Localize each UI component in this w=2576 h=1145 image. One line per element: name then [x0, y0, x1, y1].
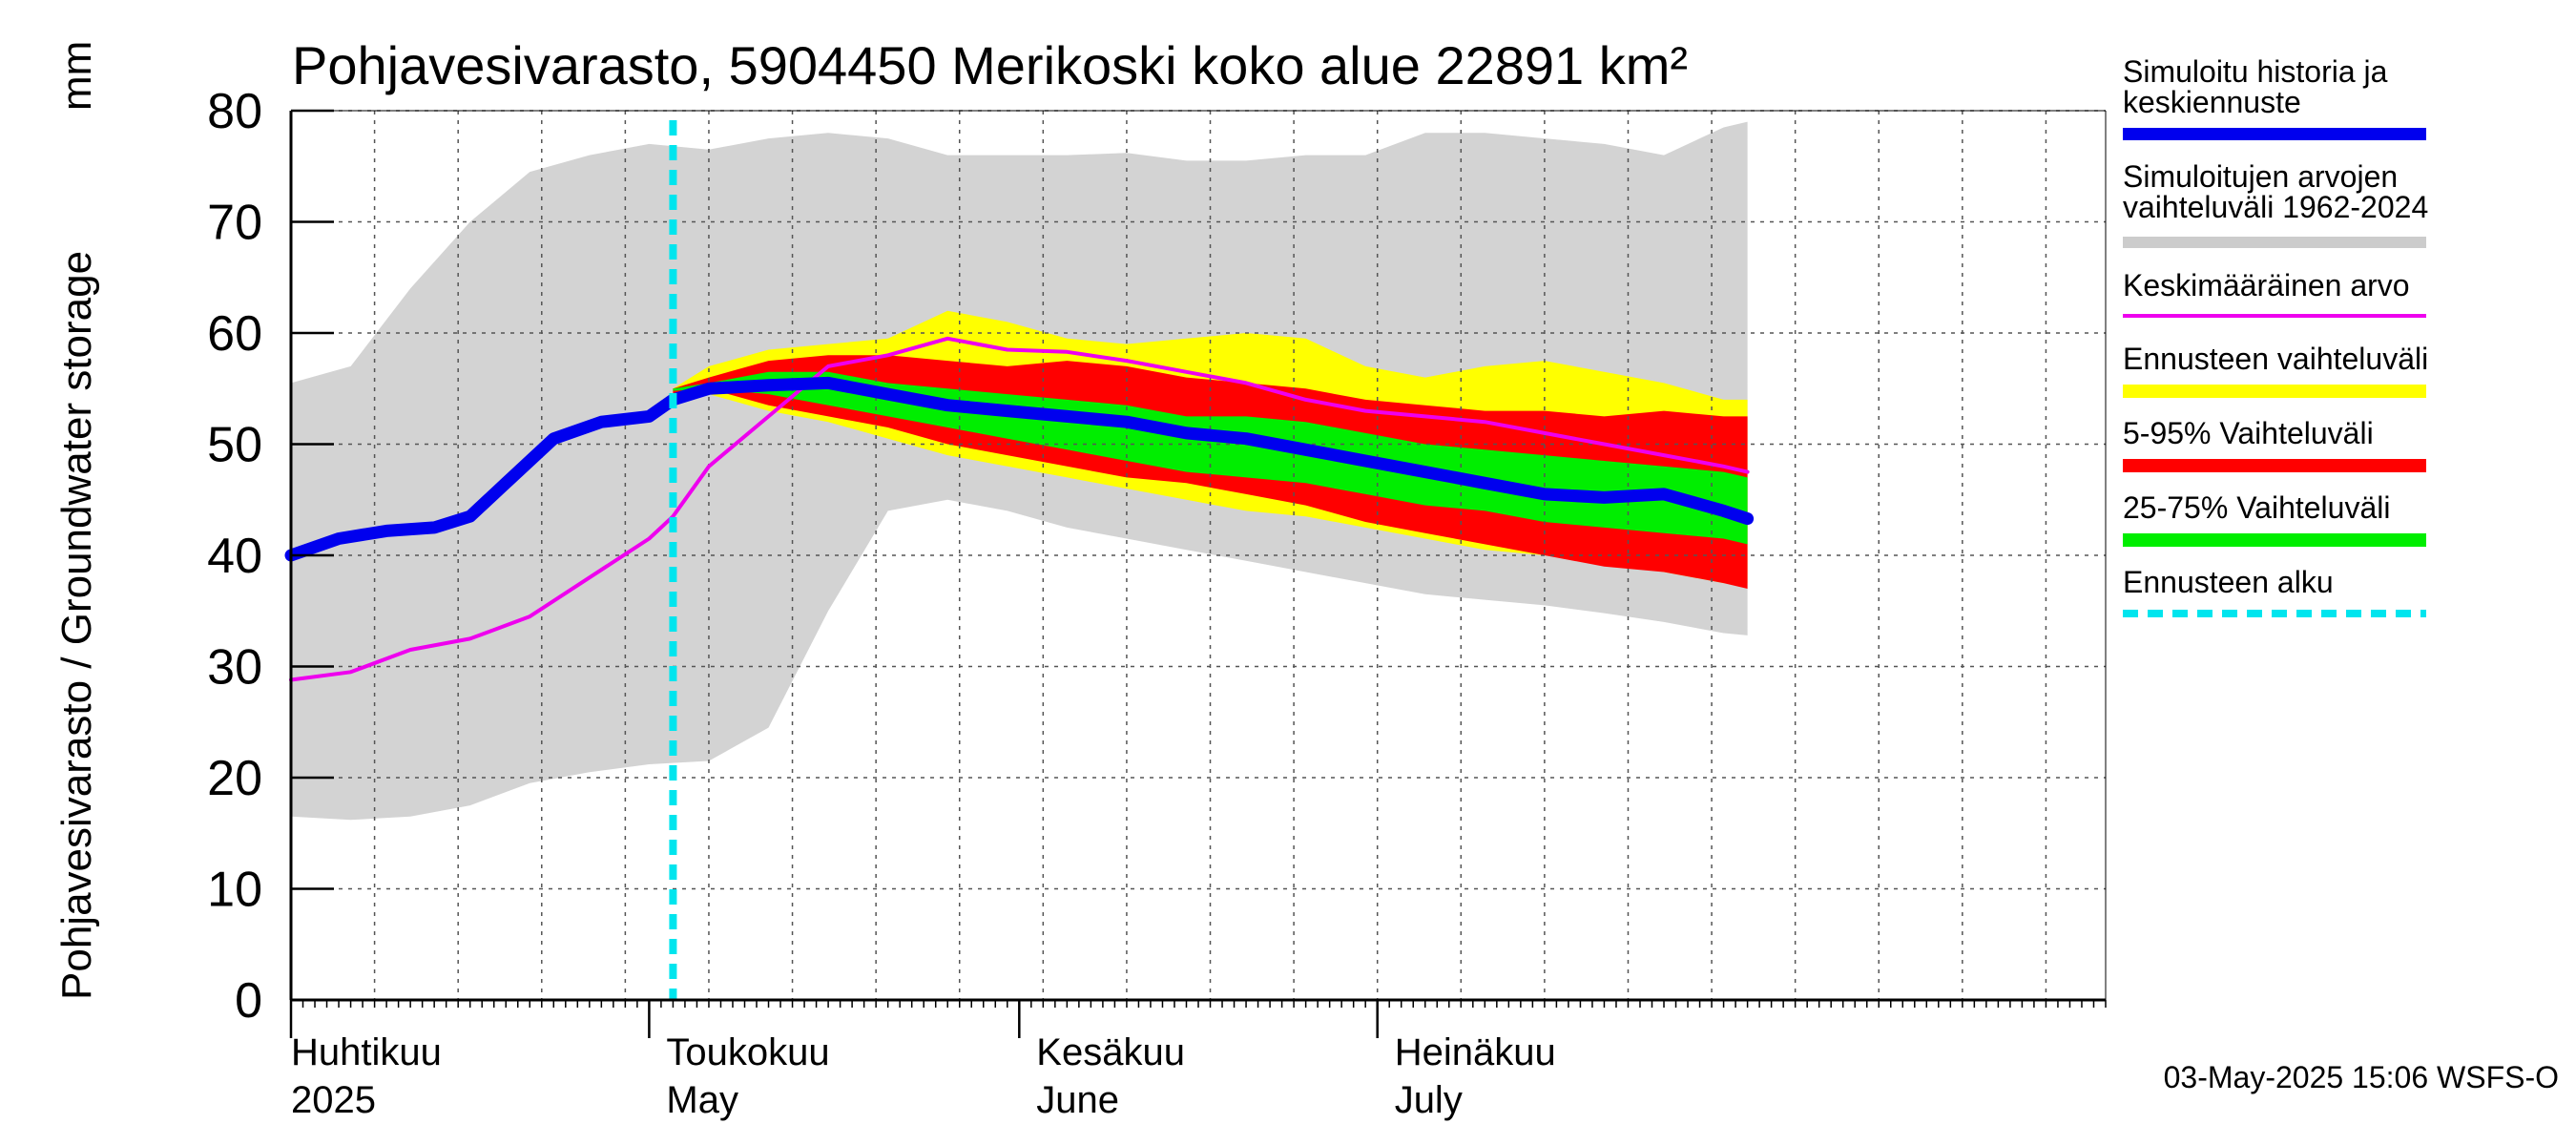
x-month-label-en: 2025 — [291, 1079, 376, 1121]
chart-title: Pohjavesivarasto, 5904450 Merikoski koko… — [292, 35, 1688, 95]
x-month-label-en: July — [1395, 1079, 1463, 1121]
y-tick-label: 0 — [235, 973, 262, 1029]
legend-label-median-line1: Simuloitu historia ja — [2123, 54, 2388, 89]
legend-label-p5-95: 5-95% Vaihteluväli — [2123, 416, 2374, 450]
p25-75-band — [673, 371, 1748, 545]
legend-swatch-forecast-range — [2123, 385, 2426, 398]
legend-label-range-line1: Simuloitujen arvojen — [2123, 159, 2398, 194]
legend-swatch-mean — [2123, 314, 2426, 318]
y-tick-label: 80 — [207, 84, 262, 139]
legend: Simuloitu historia ja keskiennuste Simul… — [2123, 54, 2428, 617]
y-axis-unit: mm — [53, 41, 100, 111]
y-tick-label: 20 — [207, 751, 262, 806]
legend-label-range-line2: vaihteluväli 1962-2024 — [2123, 190, 2428, 224]
y-tick-label: 40 — [207, 529, 262, 584]
legend-label-median-line2: keskiennuste — [2123, 85, 2301, 119]
x-month-label-fi: Toukokuu — [666, 1031, 829, 1073]
x-month-labels: Huhtikuu 2025 Toukokuu May Kesäkuu June Heinäk… — [291, 1031, 1556, 1121]
series-lines-layer — [284, 120, 1755, 1000]
y-tick-label: 30 — [207, 640, 262, 696]
x-month-label-fi: Huhtikuu — [291, 1031, 442, 1073]
y-tick-label: 60 — [207, 306, 262, 362]
legend-label-mean: Keskimääräinen arvo — [2123, 268, 2410, 302]
median-line — [284, 376, 1755, 562]
y-axis-title: Pohjavesivarasto / Groundwater storage — [53, 251, 100, 1000]
x-month-label-fi: Kesäkuu — [1036, 1031, 1185, 1073]
mean-line — [289, 336, 1750, 682]
legend-swatch-p5-95 — [2123, 459, 2426, 472]
y-tick-label: 50 — [207, 418, 262, 473]
legend-swatch-range — [2123, 237, 2426, 248]
legend-swatch-median — [2123, 128, 2426, 140]
history-range-band — [291, 121, 1748, 821]
y-tick-label: 10 — [207, 863, 262, 918]
x-month-label-fi: Heinäkuu — [1395, 1031, 1556, 1073]
y-tick-labels: 0 10 20 30 40 50 60 70 80 — [207, 84, 262, 1029]
x-month-label-en: June — [1036, 1079, 1119, 1121]
axes-layer — [289, 109, 2107, 1038]
legend-label-forecast-range: Ennusteen vaihteluväli — [2123, 342, 2428, 376]
footer-timestamp: 03-May-2025 15:06 WSFS-O — [2164, 1060, 2559, 1094]
legend-label-p25-75: 25-75% Vaihteluväli — [2123, 490, 2390, 525]
legend-swatch-p25-75 — [2123, 533, 2426, 547]
y-tick-label: 70 — [207, 196, 262, 251]
legend-label-forecast-start: Ennusteen alku — [2123, 565, 2334, 599]
x-month-label-en: May — [666, 1079, 738, 1121]
